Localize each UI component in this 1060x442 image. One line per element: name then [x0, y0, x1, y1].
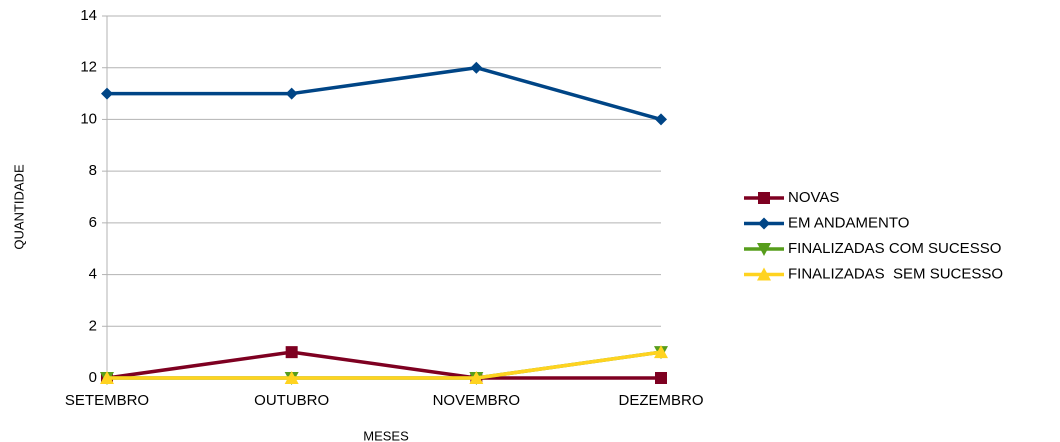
- series-line: [107, 350, 662, 380]
- legend-label: NOVAS: [788, 189, 839, 206]
- x-tick-label: NOVEMBRO: [433, 392, 521, 409]
- series-line: [107, 65, 662, 122]
- y-tick-label: 12: [80, 59, 97, 76]
- point-marker: [469, 371, 484, 384]
- point-marker: [285, 87, 298, 100]
- y-tick-label: 2: [89, 317, 97, 334]
- point-marker: [655, 372, 667, 384]
- point-marker: [470, 61, 483, 74]
- y-tick-label: 14: [80, 7, 97, 24]
- legend-marker: [757, 243, 771, 256]
- point-marker: [284, 371, 299, 384]
- x-tick-label: OUTUBRO: [254, 392, 329, 409]
- point-marker: [285, 346, 298, 359]
- point-marker: [101, 87, 113, 100]
- point-marker: [655, 113, 667, 126]
- legend-label: FINALIZADAS COM SUCESSO: [788, 240, 1001, 257]
- y-tick-label: 0: [89, 369, 97, 386]
- x-tick-label: SETEMBRO: [65, 392, 149, 409]
- point-marker: [654, 345, 668, 359]
- y-tick-label: 4: [89, 266, 97, 283]
- x-tick-label: DEZEMBRO: [618, 392, 703, 409]
- x-axis-label: MESES: [363, 428, 409, 442]
- point-marker: [100, 371, 114, 384]
- legend-marker: [757, 267, 771, 281]
- series-line: [106, 350, 661, 380]
- legend-marker: [758, 217, 770, 230]
- legend-marker: [758, 192, 770, 204]
- y-tick-label: 6: [89, 214, 97, 231]
- y-axis-label: QUANTIDADE: [11, 164, 26, 250]
- legend-label: EM ANDAMENTO: [788, 214, 909, 231]
- y-tick-label: 10: [80, 110, 97, 127]
- y-tick-label: 8: [89, 162, 97, 179]
- legend-label: FINALIZADAS SEM SUCESSO: [788, 265, 1003, 282]
